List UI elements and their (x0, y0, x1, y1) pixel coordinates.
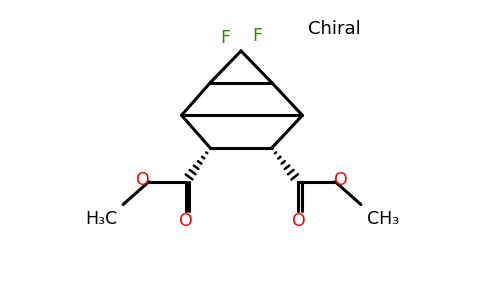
Text: CH₃: CH₃ (366, 210, 399, 228)
Text: H₃C: H₃C (85, 210, 118, 228)
Text: F: F (220, 29, 230, 47)
Text: O: O (179, 212, 193, 230)
Text: O: O (334, 171, 348, 189)
Text: Chiral: Chiral (308, 20, 361, 38)
Text: O: O (136, 171, 150, 189)
Text: F: F (252, 27, 262, 45)
Text: O: O (291, 212, 305, 230)
